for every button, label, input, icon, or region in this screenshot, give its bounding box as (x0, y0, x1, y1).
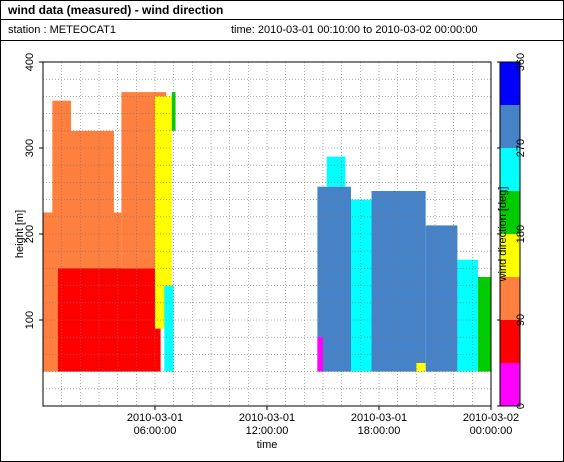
heatmap-cell (371, 191, 426, 372)
x-tick-label-time: 06:00:00 (134, 425, 177, 437)
x-tick-label-time: 18:00:00 (358, 425, 401, 437)
heatmap-cell (457, 259, 478, 372)
colorbar-bin (500, 148, 520, 191)
chart-title: wind data (measured) - wind direction (1, 1, 563, 20)
x-tick-label-time: 00:00:00 (470, 425, 513, 437)
colorbar-tick-label: 180 (515, 225, 527, 243)
chart-info-bar: station : METEOCAT1 time: 2010-03-01 00:… (1, 21, 563, 41)
colorbar-label: wind direction [deg] (497, 187, 509, 283)
heatmap-cell (416, 363, 426, 372)
heatmap-cell (326, 156, 346, 187)
heatmap-cell (164, 285, 174, 372)
y-tick-label: 400 (24, 53, 36, 71)
heatmap-cell (71, 130, 114, 213)
heatmap-cell (477, 277, 491, 372)
heatmap-cell (425, 225, 458, 372)
x-tick-label-date: 2010-03-02 (463, 412, 519, 424)
colorbar: 0 90 180 270 360 (497, 53, 527, 409)
heatmap-cells (43, 92, 491, 372)
colorbar-tick-label: 90 (515, 314, 527, 326)
colorbar-tick-label: 360 (515, 53, 527, 71)
x-tick-label-time: 12:00:00 (246, 425, 289, 437)
colorbar-bin (500, 320, 520, 363)
x-axis-ticks: 2010-03-0106:00:002010-03-0112:00:002010… (127, 406, 519, 437)
colorbar-bin (500, 234, 520, 277)
colorbar-tick-label: 270 (515, 139, 527, 157)
heatmap-cell (171, 92, 176, 131)
heatmap-cell (155, 96, 172, 329)
colorbar-bin (500, 277, 520, 320)
time-range-label: time: 2010-03-01 00:10:00 to 2010-03-02 … (231, 24, 478, 36)
station-label: station : METEOCAT1 (8, 24, 116, 36)
y-tick-label: 200 (24, 225, 36, 243)
plot-grid (43, 62, 491, 406)
colorbar-tick-label: 0 (515, 403, 527, 409)
y-tick-label: 300 (24, 139, 36, 157)
colorbar-bin (500, 62, 520, 105)
x-tick-label-date: 2010-03-01 (127, 412, 183, 424)
y-axis-ticks: 100 200 300 400 (24, 53, 43, 329)
x-axis-label: time (257, 439, 278, 451)
x-tick-label-date: 2010-03-01 (239, 412, 295, 424)
heatmap-cell (52, 100, 71, 213)
y-axis-label: height [m] (14, 210, 26, 258)
y-tick-label: 100 (24, 311, 36, 329)
x-tick-label-date: 2010-03-01 (351, 412, 407, 424)
colorbar-bin (500, 363, 520, 406)
heatmap-cell (317, 337, 323, 372)
colorbar-bin (500, 191, 520, 234)
colorbar-bin (500, 105, 520, 148)
